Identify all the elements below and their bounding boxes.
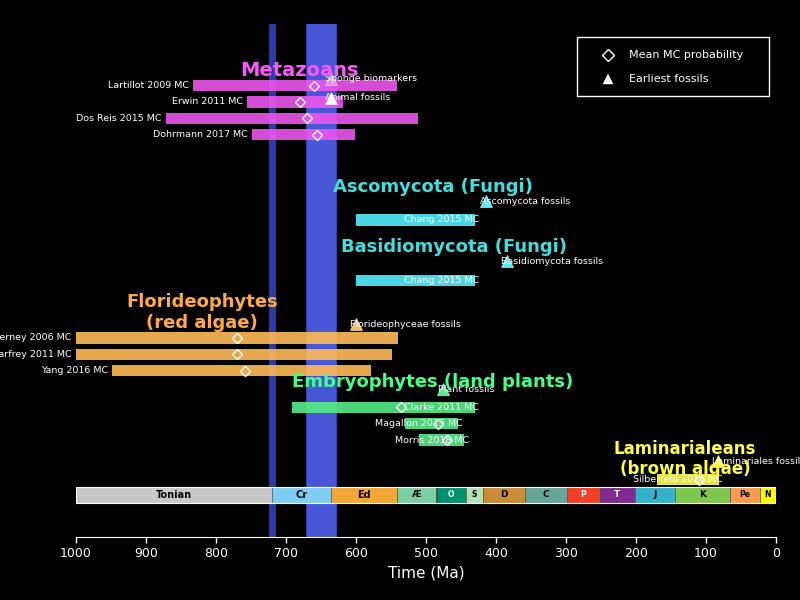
Text: Cr: Cr — [296, 490, 308, 500]
Bar — [76, 487, 776, 503]
Text: Basidiomycota fossils: Basidiomycota fossils — [501, 257, 603, 266]
Bar — [419, 434, 465, 446]
Bar — [76, 332, 398, 344]
Bar — [466, 487, 482, 503]
Text: Florideophytes
(red algae): Florideophytes (red algae) — [126, 293, 278, 332]
Bar — [291, 401, 475, 413]
Bar — [247, 97, 343, 107]
Bar — [76, 487, 272, 503]
Text: S: S — [472, 490, 477, 499]
Text: Pe: Pe — [739, 490, 750, 499]
Text: Tonian: Tonian — [156, 490, 192, 500]
Bar — [437, 487, 466, 503]
Text: Magallon 2013 MC: Magallon 2013 MC — [374, 419, 462, 428]
Bar — [398, 487, 437, 503]
Text: Dos Reis 2015 MC: Dos Reis 2015 MC — [76, 114, 162, 123]
Text: Embryophytes (land plants): Embryophytes (land plants) — [292, 373, 574, 391]
Text: Florideophyceae fossils: Florideophyceae fossils — [350, 320, 462, 329]
Text: Yang 2016 MC: Yang 2016 MC — [41, 366, 108, 375]
Text: Ascomycota (Fungi): Ascomycota (Fungi) — [333, 178, 533, 196]
Bar — [566, 487, 600, 503]
Text: O: O — [448, 490, 454, 499]
Bar — [577, 37, 769, 96]
Text: Clarke 2011 MC: Clarke 2011 MC — [404, 403, 479, 412]
Text: Basidiomycota (Fungi): Basidiomycota (Fungi) — [341, 238, 567, 256]
Text: Plant fossils: Plant fossils — [438, 385, 494, 394]
Bar — [730, 487, 760, 503]
Bar — [331, 487, 398, 503]
Text: Sponge biomarkers: Sponge biomarkers — [325, 74, 418, 83]
Text: Chang 2015 MC: Chang 2015 MC — [404, 215, 479, 224]
Bar — [272, 487, 331, 503]
Bar — [193, 80, 397, 91]
Bar — [253, 129, 354, 140]
Text: Ascomycota fossils: Ascomycota fossils — [480, 197, 570, 206]
Bar — [760, 487, 776, 503]
Bar — [635, 487, 674, 503]
Bar — [76, 349, 392, 360]
Text: T: T — [614, 490, 621, 499]
Bar — [356, 275, 475, 286]
Text: Erwin 2011 MC: Erwin 2011 MC — [172, 97, 243, 106]
Text: Lartillot 2009 MC: Lartillot 2009 MC — [108, 81, 189, 90]
Bar — [657, 474, 718, 485]
Bar — [482, 487, 525, 503]
Text: C: C — [542, 490, 549, 499]
Bar — [356, 214, 475, 226]
Bar — [600, 487, 635, 503]
Text: Chang 2015 MC: Chang 2015 MC — [404, 276, 479, 285]
Text: Metazoans: Metazoans — [241, 61, 359, 80]
Bar — [674, 487, 730, 503]
Text: Parfrey 2011 MC: Parfrey 2011 MC — [0, 350, 72, 359]
Text: N: N — [765, 490, 771, 499]
Text: Silberfeld 2010 MC: Silberfeld 2010 MC — [633, 475, 723, 484]
Text: Æ: Æ — [412, 490, 422, 499]
Text: D: D — [500, 490, 507, 499]
Text: Laminariales fossils: Laminariales fossils — [712, 457, 800, 466]
Text: J: J — [654, 490, 657, 499]
Text: Laminarialeans
(brown algae): Laminarialeans (brown algae) — [614, 440, 756, 478]
Text: Mean MC probability: Mean MC probability — [629, 50, 743, 59]
Bar — [112, 365, 371, 376]
Text: Animal fossils: Animal fossils — [325, 94, 390, 103]
Bar — [166, 113, 418, 124]
Text: Berney 2006 MC: Berney 2006 MC — [0, 334, 72, 343]
Text: Earliest fossils: Earliest fossils — [629, 74, 709, 85]
Text: Ed: Ed — [358, 490, 371, 500]
X-axis label: Time (Ma): Time (Ma) — [388, 566, 464, 581]
Text: Morris 2018 MC: Morris 2018 MC — [394, 436, 469, 445]
Text: Dohrmann 2017 MC: Dohrmann 2017 MC — [154, 130, 248, 139]
Text: P: P — [580, 490, 586, 499]
Text: K: K — [698, 490, 706, 499]
Bar — [525, 487, 566, 503]
Bar — [405, 418, 458, 429]
